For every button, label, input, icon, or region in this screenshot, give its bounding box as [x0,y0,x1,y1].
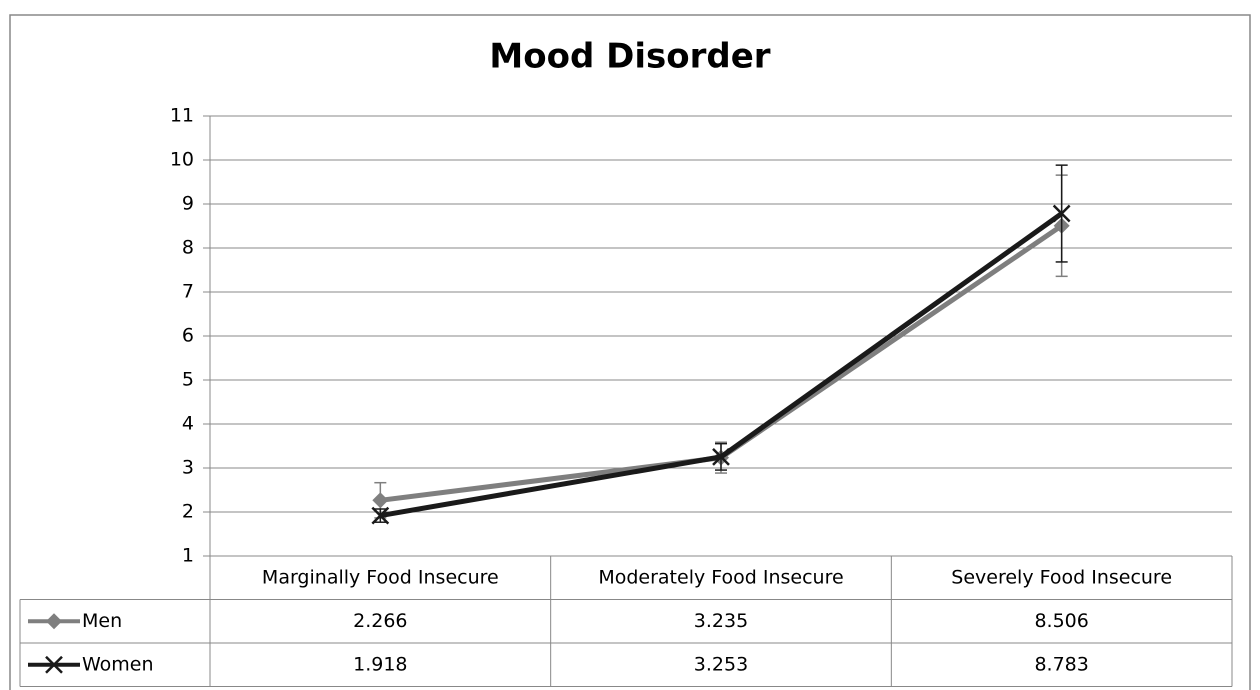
y-tick-label: 4 [182,413,194,435]
y-tick-label: 9 [182,193,194,215]
point [1052,204,1071,223]
y-tick-label: 2 [182,501,194,523]
y-tick-label: 10 [170,149,194,171]
x-tick-label: Moderately Food Insecure [598,566,843,588]
table-value: 8.506 [1034,610,1088,632]
point [371,506,390,525]
chart-title: Mood Disorder [489,37,770,77]
chart-frame [9,14,1251,690]
y-tick-label: 6 [182,325,194,347]
table-value: 3.235 [694,610,748,632]
x-tick-label: Marginally Food Insecure [262,566,499,588]
table-value: 8.783 [1034,653,1088,675]
legend-label: Men [82,610,122,632]
y-tick-label: 8 [182,237,194,259]
y-tick-label: 5 [182,369,194,391]
x-tick-label: Severely Food Insecure [951,566,1172,588]
y-tick-label: 7 [182,281,194,303]
legend-marker [46,613,62,630]
legend-label: Women [82,653,154,675]
y-tick-label: 3 [182,457,194,479]
y-tick-label: 11 [170,105,194,127]
point [712,447,730,466]
y-tick-label: 1 [182,545,194,567]
table-value: 3.253 [694,653,748,675]
table-value: 1.918 [353,653,407,675]
legend-marker [45,655,63,674]
table-value: 2.266 [353,610,407,632]
point [372,492,389,509]
